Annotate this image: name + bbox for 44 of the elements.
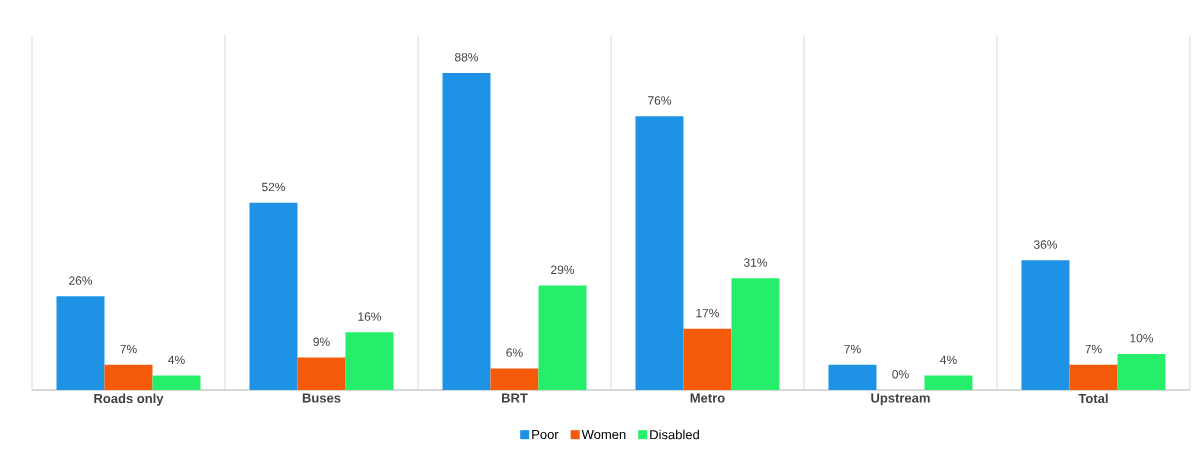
bar — [152, 375, 201, 390]
bar — [345, 332, 394, 390]
bar — [104, 364, 153, 390]
data-label: 9% — [313, 337, 330, 347]
data-label: 88% — [455, 53, 479, 62]
data-label: 36% — [1033, 240, 1058, 249]
bar — [490, 368, 539, 390]
data-label: 17% — [696, 308, 720, 318]
x-tick-label: Buses — [302, 393, 341, 403]
x-tick-label: Total — [1078, 393, 1108, 404]
x-tick-label: BRT — [502, 393, 528, 403]
data-label: 0% — [892, 369, 909, 379]
bar — [297, 357, 346, 390]
bar — [1021, 260, 1070, 390]
data-label: 29% — [551, 265, 575, 274]
bar — [1069, 364, 1118, 390]
x-tick-label: Metro — [690, 393, 725, 403]
data-label: 31% — [743, 258, 768, 267]
bar — [683, 328, 732, 390]
data-label: 4% — [168, 355, 185, 365]
bar — [56, 296, 105, 390]
legend-label: Poor — [532, 429, 559, 440]
data-label: 6% — [506, 348, 523, 357]
data-label: 26% — [69, 276, 93, 285]
bar — [1117, 353, 1166, 390]
x-tick-label: Roads only — [94, 393, 164, 406]
data-label: 10% — [1130, 333, 1154, 343]
data-label: 4% — [940, 355, 957, 365]
data-label: 52% — [261, 182, 286, 192]
x-tick-label: Upstream — [871, 393, 930, 406]
bar — [538, 285, 587, 390]
data-label: 7% — [1085, 344, 1102, 354]
data-label: 7% — [844, 344, 861, 354]
data-label: 16% — [358, 312, 382, 321]
data-label: 7% — [120, 344, 137, 354]
legend-label: Women — [581, 429, 626, 440]
bar — [442, 73, 491, 390]
bar — [249, 202, 298, 390]
data-label: 76% — [648, 96, 672, 105]
bar — [635, 116, 684, 390]
legend-label: Disabled — [650, 429, 699, 440]
bar — [828, 364, 877, 390]
bar — [731, 278, 780, 390]
bar — [924, 375, 973, 390]
